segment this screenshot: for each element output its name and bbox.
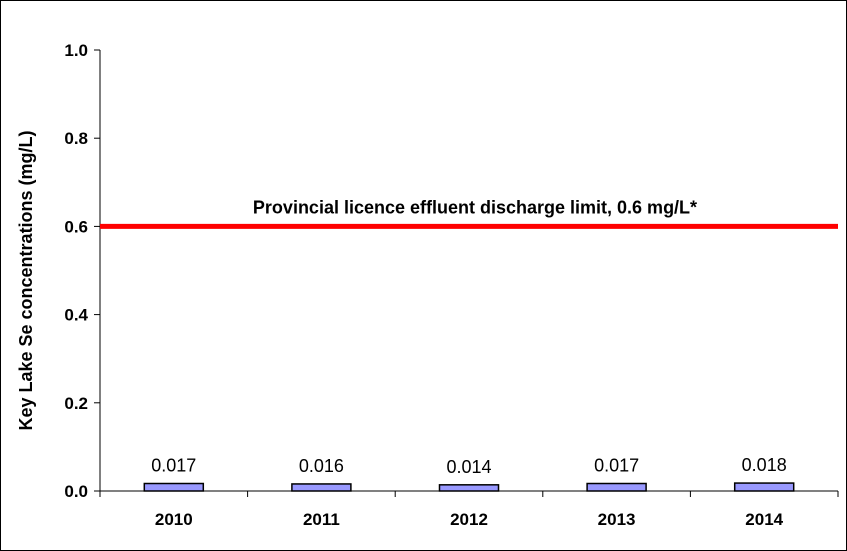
y-axis-label: Key Lake Se concentrations (mg/L)	[16, 130, 36, 430]
x-tick-label: 2014	[745, 510, 783, 529]
data-label: 0.017	[151, 456, 196, 476]
data-label: 0.016	[299, 456, 344, 476]
bar	[438, 484, 500, 492]
x-tick-label: 2010	[155, 510, 193, 529]
bar	[586, 482, 647, 492]
y-tick-label: 1.0	[64, 41, 88, 60]
y-tick-label: 0.6	[64, 217, 88, 236]
labels-group: 0.017 2010 0.016 2011 0.014 2012 0.017 2013 0.01…	[151, 455, 786, 529]
bar	[143, 482, 205, 492]
y-tick-label: 0.4	[64, 306, 88, 325]
y-tick-label: 0.8	[64, 129, 88, 148]
data-label: 0.017	[594, 456, 639, 476]
y-tick-label: 0.0	[64, 482, 88, 501]
axes: 0.0 0.2 0.4 0.6 0.8 1.0	[64, 41, 839, 501]
data-label: 0.018	[742, 455, 787, 475]
x-tick-label: 2012	[450, 510, 488, 529]
data-label: 0.014	[446, 457, 491, 477]
y-tick-label: 0.2	[64, 394, 88, 413]
x-tick-label: 2013	[598, 510, 636, 529]
bar	[291, 483, 352, 492]
x-tick-label: 2011	[303, 510, 340, 529]
reference-line-label: Provincial licence effluent discharge li…	[253, 197, 697, 217]
bar	[733, 482, 795, 492]
bars-group	[143, 482, 795, 492]
